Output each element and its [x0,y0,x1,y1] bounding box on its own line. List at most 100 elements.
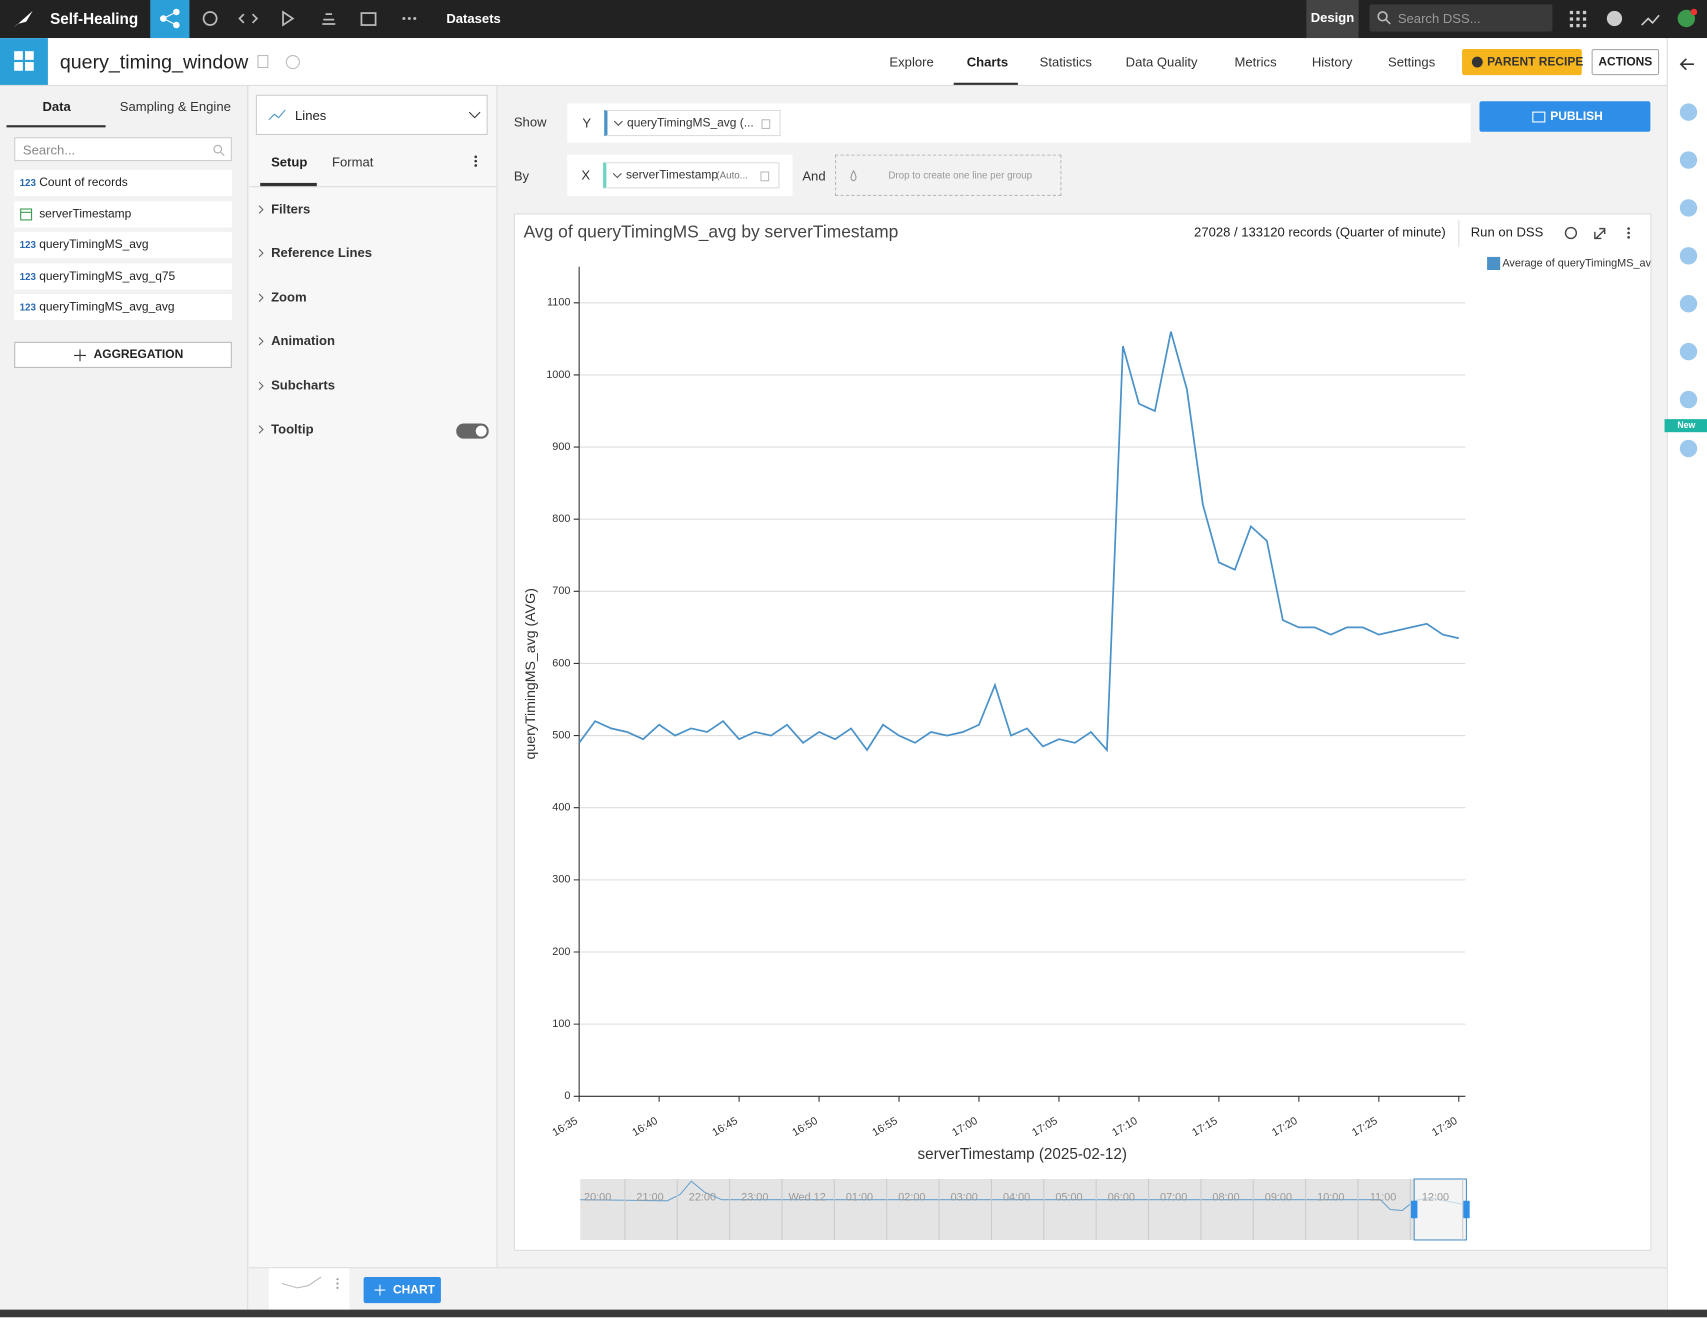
navigator-handle[interactable] [1463,1200,1470,1219]
chevron [258,381,264,390]
mode-label[interactable]: Design [1306,0,1359,39]
column-type: 123 [19,270,36,282]
column-item[interactable]: serverTimestamp [14,200,232,227]
tooltip-toggle[interactable] [456,423,489,439]
config-section[interactable]: Filters [271,201,311,217]
navigator-label: 06:00 [1108,1191,1135,1203]
tab[interactable]: Metrics [1234,54,1277,70]
tab[interactable]: Settings [1388,54,1436,70]
parent-recipe-button[interactable]: PARENT RECIPE [1462,48,1583,76]
tab-active[interactable]: Setup [271,154,308,170]
chart-actions[interactable] [1564,226,1606,240]
navigator-label: 08:00 [1212,1191,1239,1203]
series-line [578,331,1459,753]
y-tick-label: 700 [552,585,570,597]
actions-button[interactable]: ACTIONS [1591,48,1660,76]
chart-tabs-bar: CHART [249,1267,1667,1312]
new-badge: New [1664,419,1707,433]
axis-slot-label: X [581,167,591,183]
publish-button[interactable]: PUBLISH [1479,101,1651,132]
navigator-label: 03:00 [951,1191,978,1203]
column-type: 123 [19,301,36,313]
config-section[interactable]: Animation [271,333,335,349]
column-search[interactable]: Search... [14,137,232,162]
top-bar: Self-Healing Datasets Design Search DSS.… [0,0,1707,39]
tab-active[interactable]: Data [42,99,71,115]
header-icons[interactable] [255,53,303,70]
navigator-label: Wed 12 [788,1191,825,1203]
chart: Avg of queryTimingMS_avg by serverTimest… [522,219,1650,1241]
tab[interactable]: Statistics [1039,54,1092,70]
y-tick-label: 300 [552,874,570,886]
shelf-label: By [513,168,530,184]
x-tick-label: 17:10 [1110,1115,1140,1139]
column-item[interactable]: 123 queryTimingMS_avg_q75 [14,262,232,290]
logo [13,10,33,29]
column-type: 123 [19,239,36,251]
x-shelf: X serverTimestamp (Auto... [567,154,793,196]
run-on-dss[interactable]: Run on DSS [1471,224,1544,239]
nav-icons[interactable] [200,9,429,31]
aggregation-label: AGGREGATION [93,348,184,362]
tab[interactable]: Data Quality [1125,54,1198,70]
x-axis-title: serverTimestamp (2025-02-12) [918,1146,1127,1163]
group-drop-zone[interactable]: Drop to create one line per group [834,154,1062,196]
x-tick-label: 16:45 [710,1115,740,1139]
tab[interactable]: Sampling & Engine [119,99,231,115]
x-tick-label: 17:25 [1350,1115,1380,1139]
more-menu[interactable] [472,155,479,170]
x-tick-label: 17:00 [950,1115,980,1139]
search-placeholder: Search DSS... [1397,10,1481,27]
navigator-label: 23:00 [741,1191,768,1203]
y-axis-title: queryTimingMS_avg (AVG) [522,588,538,759]
drop-hint: Drop to create one line per group [888,169,1033,181]
navigator-handle[interactable] [1410,1200,1418,1219]
x-tick-label: 16:50 [790,1115,820,1139]
column-item[interactable]: 123 Count of records [14,169,232,196]
y-tick-label: 500 [552,729,570,741]
rail-icons[interactable] [1668,38,1707,473]
chart-type-select[interactable]: Lines [255,94,488,135]
navigator-label: 11:00 [1370,1191,1396,1203]
tab[interactable]: Format [332,154,374,170]
column-item[interactable]: 123 queryTimingMS_avg_avg [14,293,232,321]
window-edge [0,1309,1707,1318]
top-icons[interactable] [1568,8,1704,32]
y-tick-label: 900 [552,441,570,453]
columns-panel: Data Sampling & Engine Search... 123 Coun… [0,86,249,1311]
x-field-pill[interactable]: serverTimestamp (Auto... [603,162,780,189]
config-section[interactable]: Reference Lines [271,245,373,261]
x-field-name: serverTimestamp [625,168,719,182]
x-tick-label: 17:05 [1030,1115,1060,1139]
tab-active[interactable]: Charts [966,54,1009,70]
y-tick-label: 1000 [546,369,570,381]
column-item[interactable]: 123 queryTimingMS_avg [14,231,232,259]
add-chart-button[interactable]: CHART [363,1276,441,1304]
config-section[interactable]: Zoom [271,289,307,305]
tab[interactable]: History [1311,54,1353,70]
config-section[interactable]: Tooltip [271,421,314,437]
x-tick-label: 17:30 [1430,1115,1460,1139]
flow-button[interactable] [150,0,190,39]
y-tick-label: 400 [552,802,570,814]
search-box[interactable]: Search DSS... [1369,4,1553,32]
navigator-label: 05:00 [1055,1191,1082,1203]
tab-underline [260,182,317,187]
date-icon [20,207,33,220]
config-section[interactable]: Subcharts [271,377,335,393]
x-tick-label: 16:40 [630,1115,660,1139]
chart-thumbnail[interactable] [268,1268,350,1312]
aggregation-button[interactable]: AGGREGATION [14,341,232,368]
section-label[interactable]: Datasets [446,10,501,27]
y-field-pill[interactable]: queryTimingMS_avg (... [604,109,781,137]
axis-slot-label: Y [582,115,592,131]
y-tick-label: 100 [552,1018,570,1030]
chevron [258,205,264,214]
column-name: queryTimingMS_avg [39,238,149,252]
project-name[interactable]: Self-Healing [50,9,139,28]
shelf-label: Show [513,114,547,130]
tab[interactable]: Explore [889,54,934,70]
x-tick-label: 16:55 [870,1115,900,1139]
navigator[interactable]: 20:00 21:00 22:00 23:00 Wed 12 01:00 02:00 03:0… [580,1178,1470,1241]
